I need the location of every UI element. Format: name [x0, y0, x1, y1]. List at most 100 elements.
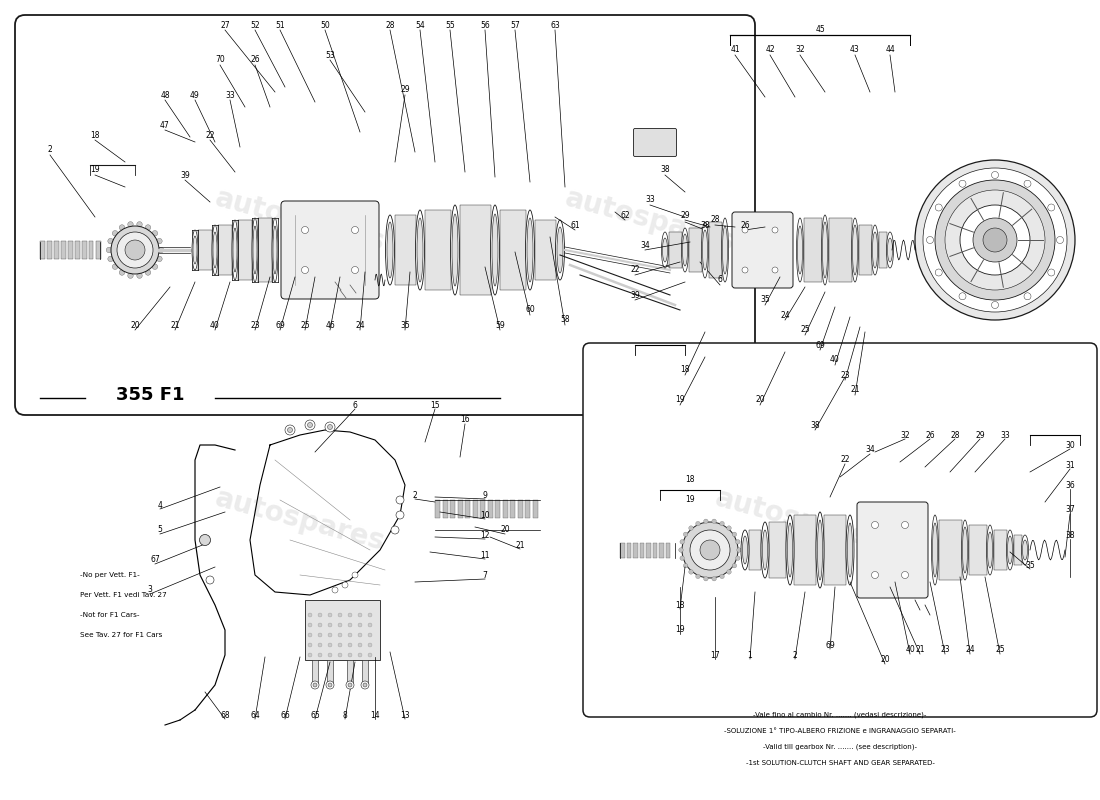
Circle shape	[396, 511, 404, 519]
Text: 66: 66	[280, 710, 290, 719]
Ellipse shape	[852, 225, 858, 275]
Text: autospares: autospares	[212, 484, 388, 556]
Circle shape	[348, 613, 352, 617]
Text: 20: 20	[880, 655, 890, 665]
Circle shape	[959, 293, 966, 300]
Circle shape	[301, 226, 308, 234]
Circle shape	[390, 526, 399, 534]
Bar	[487, 500, 493, 518]
Text: 6: 6	[717, 275, 723, 285]
Text: 17: 17	[711, 650, 719, 659]
Ellipse shape	[679, 548, 683, 552]
Circle shape	[342, 582, 348, 588]
Bar	[627, 542, 631, 558]
Circle shape	[361, 681, 368, 689]
Text: 53: 53	[326, 50, 334, 59]
Text: 22: 22	[630, 266, 640, 274]
Circle shape	[871, 571, 879, 578]
Circle shape	[368, 643, 372, 647]
Text: 21: 21	[515, 541, 525, 550]
Text: autospares: autospares	[562, 184, 738, 256]
Text: 20: 20	[130, 321, 140, 330]
Bar	[458, 500, 462, 518]
Ellipse shape	[156, 256, 162, 262]
Ellipse shape	[152, 230, 157, 236]
Text: 50: 50	[320, 21, 330, 30]
Bar	[60, 242, 66, 258]
Bar	[473, 500, 477, 518]
FancyBboxPatch shape	[732, 212, 793, 288]
Circle shape	[328, 623, 332, 627]
Ellipse shape	[737, 548, 741, 552]
Text: 28: 28	[950, 430, 959, 439]
Bar	[54, 242, 58, 258]
Text: 38: 38	[660, 166, 670, 174]
Text: 24: 24	[965, 646, 975, 654]
Ellipse shape	[872, 232, 878, 268]
Bar	[669, 232, 682, 268]
Ellipse shape	[1023, 540, 1027, 560]
Text: 34: 34	[640, 241, 650, 250]
Circle shape	[338, 633, 342, 637]
Text: 27: 27	[220, 21, 230, 30]
Text: 21: 21	[915, 646, 925, 654]
Circle shape	[902, 571, 909, 578]
Circle shape	[348, 633, 352, 637]
Circle shape	[352, 572, 358, 578]
Text: 67: 67	[150, 555, 160, 565]
Circle shape	[318, 643, 322, 647]
Ellipse shape	[846, 515, 854, 585]
Bar	[450, 500, 455, 518]
Text: 48: 48	[161, 90, 169, 99]
Text: 6: 6	[353, 401, 358, 410]
Circle shape	[328, 643, 332, 647]
Bar	[652, 542, 657, 558]
Bar	[666, 542, 670, 558]
Bar	[442, 500, 448, 518]
Text: 22: 22	[840, 455, 849, 465]
Ellipse shape	[682, 228, 689, 272]
Text: 20: 20	[500, 526, 509, 534]
Circle shape	[346, 681, 354, 689]
Ellipse shape	[887, 232, 893, 268]
Circle shape	[991, 302, 999, 309]
Text: -No per Vett. F1-: -No per Vett. F1-	[80, 572, 140, 578]
FancyBboxPatch shape	[857, 502, 928, 598]
Circle shape	[1048, 204, 1055, 211]
Text: 63: 63	[550, 21, 560, 30]
Ellipse shape	[727, 526, 732, 530]
Circle shape	[682, 522, 738, 578]
Ellipse shape	[871, 225, 879, 275]
Ellipse shape	[156, 238, 162, 244]
Text: 34: 34	[865, 446, 874, 454]
Ellipse shape	[253, 226, 257, 274]
Bar	[803, 218, 822, 282]
Circle shape	[318, 623, 322, 627]
Text: 5: 5	[157, 526, 163, 534]
Text: 47: 47	[161, 121, 169, 130]
Ellipse shape	[683, 532, 688, 537]
FancyBboxPatch shape	[15, 15, 755, 415]
Circle shape	[368, 613, 372, 617]
Ellipse shape	[727, 570, 732, 574]
Text: 3: 3	[147, 586, 153, 594]
Ellipse shape	[213, 232, 217, 268]
FancyBboxPatch shape	[583, 343, 1097, 717]
Text: 28: 28	[711, 215, 719, 225]
Text: 9: 9	[483, 490, 487, 499]
Ellipse shape	[556, 220, 564, 280]
Circle shape	[206, 576, 214, 584]
Ellipse shape	[136, 273, 142, 278]
Text: Per Vett. F1 vedi Tav. 27: Per Vett. F1 vedi Tav. 27	[80, 592, 167, 598]
Bar	[40, 242, 44, 258]
Circle shape	[1056, 237, 1064, 243]
Text: 21: 21	[850, 386, 860, 394]
Bar	[659, 542, 663, 558]
Text: 19: 19	[90, 166, 100, 174]
Circle shape	[902, 522, 909, 529]
Circle shape	[945, 190, 1045, 290]
Circle shape	[368, 653, 372, 657]
Text: 24: 24	[780, 310, 790, 319]
Circle shape	[959, 180, 966, 187]
Ellipse shape	[736, 556, 740, 561]
